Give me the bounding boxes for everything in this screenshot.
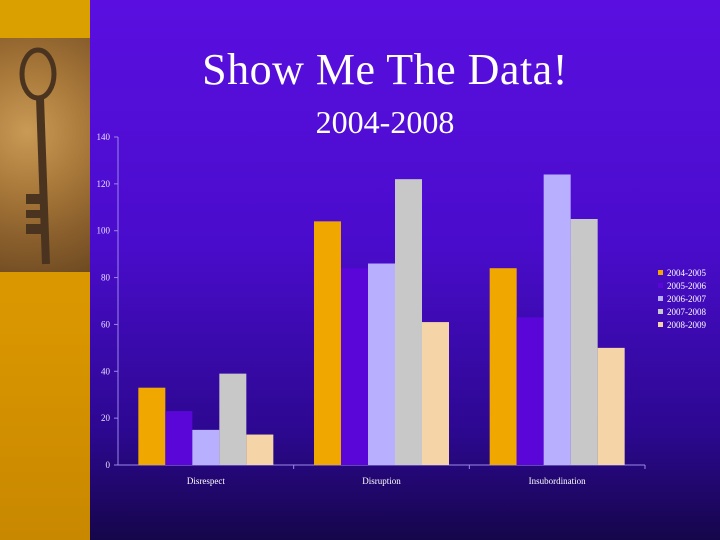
y-tick-label: 40 bbox=[101, 366, 111, 376]
bar bbox=[543, 174, 571, 465]
y-tick-label: 100 bbox=[97, 226, 111, 236]
bar bbox=[138, 387, 166, 465]
bar bbox=[489, 268, 517, 465]
top-left-decor bbox=[0, 0, 90, 38]
bar bbox=[165, 411, 193, 465]
bar bbox=[597, 347, 625, 465]
bar bbox=[516, 317, 544, 465]
legend-swatch bbox=[658, 283, 663, 288]
x-category-label: Disrespect bbox=[187, 476, 225, 486]
x-category-label: Disruption bbox=[362, 476, 401, 486]
bar bbox=[395, 179, 422, 465]
y-tick-label: 140 bbox=[97, 132, 111, 142]
bar bbox=[314, 221, 341, 465]
y-tick-label: 80 bbox=[101, 273, 111, 283]
bar bbox=[422, 322, 449, 465]
legend-label: 2005-2006 bbox=[667, 281, 706, 291]
bar bbox=[368, 263, 395, 465]
bar bbox=[192, 429, 220, 465]
y-tick-label: 120 bbox=[97, 179, 111, 189]
bar bbox=[570, 219, 598, 465]
legend-label: 2004-2005 bbox=[667, 268, 706, 278]
legend-swatch bbox=[658, 309, 663, 314]
x-category-label: Insubordination bbox=[529, 476, 586, 486]
key-photo bbox=[0, 38, 90, 272]
slide-title: Show Me The Data! bbox=[202, 45, 568, 94]
legend-label: 2007-2008 bbox=[667, 307, 706, 317]
legend-swatch bbox=[658, 322, 663, 327]
key-icon bbox=[19, 47, 57, 265]
y-tick-label: 0 bbox=[106, 460, 111, 470]
legend-label: 2008-2009 bbox=[667, 320, 706, 330]
bar bbox=[341, 268, 368, 465]
bar bbox=[219, 373, 247, 465]
y-tick-label: 60 bbox=[101, 319, 111, 329]
bar bbox=[246, 434, 274, 465]
slide-subtitle: 2004-2008 bbox=[315, 104, 455, 140]
legend-swatch bbox=[658, 296, 663, 301]
y-tick-label: 20 bbox=[101, 413, 111, 423]
legend-swatch bbox=[658, 270, 663, 275]
legend-label: 2006-2007 bbox=[667, 294, 706, 304]
